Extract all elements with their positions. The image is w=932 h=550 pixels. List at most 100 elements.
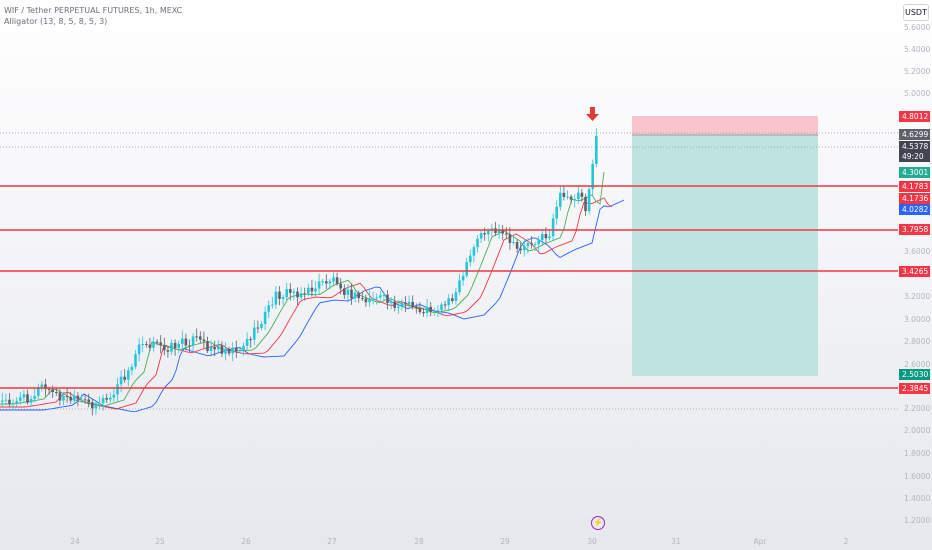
candle [335, 277, 339, 284]
time-tick: 31 [671, 537, 681, 546]
price-label: 3.7958 [899, 224, 930, 235]
candle [407, 301, 411, 305]
candle [397, 306, 400, 308]
candle [112, 394, 116, 398]
candle [472, 247, 476, 256]
candle [235, 347, 238, 351]
candle [19, 397, 22, 401]
candle [191, 336, 195, 346]
candle [541, 233, 544, 241]
candle [350, 289, 353, 299]
candle [249, 339, 252, 341]
candle [119, 376, 123, 385]
candle [573, 199, 576, 201]
candle [170, 342, 173, 352]
candle [231, 347, 234, 354]
candle [447, 298, 450, 306]
candle [281, 297, 285, 299]
candle [177, 343, 180, 348]
time-tick: 2 [843, 537, 849, 546]
candle [155, 341, 159, 343]
candle [587, 189, 591, 212]
candle [29, 398, 33, 403]
candle [364, 298, 368, 303]
time-tick: 24 [70, 537, 80, 546]
candle [537, 240, 540, 245]
chart-legend: WIF / Tether PERPETUAL FUTURES, 1h, MEXC… [4, 5, 182, 27]
take-profit-zone[interactable] [632, 135, 818, 376]
candle [109, 397, 112, 400]
candle [285, 289, 288, 298]
candle [62, 396, 65, 401]
candle [123, 376, 126, 380]
price-label: 4.8012 [899, 111, 930, 122]
candle [44, 384, 47, 389]
candle [245, 339, 249, 346]
candle [519, 248, 522, 251]
candle [173, 342, 177, 348]
candle [371, 298, 375, 300]
candle [202, 339, 206, 342]
price-label: 4.1783 [899, 181, 930, 192]
candle [98, 403, 101, 405]
indicator-label[interactable]: Alligator (13, 8, 5, 8, 5, 3) [4, 17, 108, 26]
candle [591, 163, 594, 190]
candle [1, 400, 4, 402]
candle [242, 345, 245, 351]
candle [343, 288, 346, 295]
candle [512, 241, 515, 243]
candle [580, 192, 584, 197]
candle [227, 348, 231, 354]
candle [386, 294, 389, 304]
symbol-title[interactable]: WIF / Tether PERPETUAL FUTURES, 1h, MEXC [4, 6, 183, 15]
candle [195, 336, 198, 338]
price-tick: 5.6000 [904, 23, 931, 32]
candle [80, 399, 83, 401]
candle [256, 327, 260, 329]
candle [40, 384, 44, 388]
time-tick: 30 [587, 537, 597, 546]
candle [346, 289, 350, 295]
candle [253, 327, 256, 340]
candle [15, 400, 18, 404]
candle [278, 291, 281, 299]
candle [289, 289, 292, 293]
candle [206, 341, 209, 352]
candle [357, 292, 360, 299]
candle [127, 370, 130, 380]
candle [274, 291, 278, 305]
candle [238, 350, 242, 352]
candle [382, 294, 386, 296]
candle [33, 395, 36, 399]
candle [411, 301, 414, 307]
currency-button[interactable]: USDT [903, 4, 929, 21]
price-tick: 5.2000 [904, 67, 931, 76]
price-label: 4.5378 [899, 141, 930, 152]
candle [425, 306, 429, 314]
candle [11, 403, 15, 405]
candle [555, 206, 558, 219]
candle [497, 229, 501, 234]
candle [188, 345, 191, 347]
candle [505, 233, 508, 235]
candle [584, 196, 587, 212]
candle [22, 394, 26, 398]
candle [501, 229, 504, 234]
candle [429, 306, 432, 312]
candle [184, 338, 188, 346]
stop-loss-zone[interactable] [632, 116, 818, 135]
candle [8, 399, 11, 404]
price-tick: 1.4000 [904, 494, 931, 503]
candle [415, 306, 418, 309]
candle [299, 293, 303, 298]
candle [159, 342, 162, 346]
price-label: 2.5030 [899, 369, 930, 380]
lightning-icon[interactable]: ⚡ [591, 516, 605, 530]
candle [296, 291, 299, 298]
candle [526, 243, 530, 247]
candle [433, 310, 436, 312]
price-label: 4.1736 [899, 193, 930, 204]
price-tick: 3.0000 [904, 315, 931, 324]
candle [577, 192, 580, 200]
